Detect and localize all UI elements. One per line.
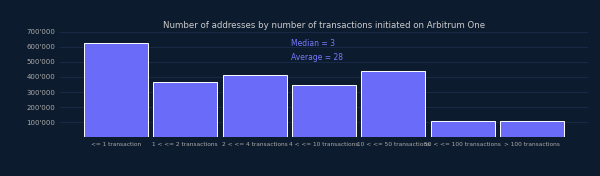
- Title: Number of addresses by number of transactions initiated on Arbitrum One: Number of addresses by number of transac…: [163, 21, 485, 30]
- Bar: [361, 71, 425, 137]
- Bar: [223, 76, 287, 137]
- Bar: [84, 43, 148, 137]
- Bar: [154, 82, 217, 137]
- Bar: [292, 85, 356, 137]
- Text: Median = 3
Average = 28: Median = 3 Average = 28: [291, 39, 343, 62]
- Bar: [431, 121, 494, 137]
- Bar: [500, 121, 564, 137]
